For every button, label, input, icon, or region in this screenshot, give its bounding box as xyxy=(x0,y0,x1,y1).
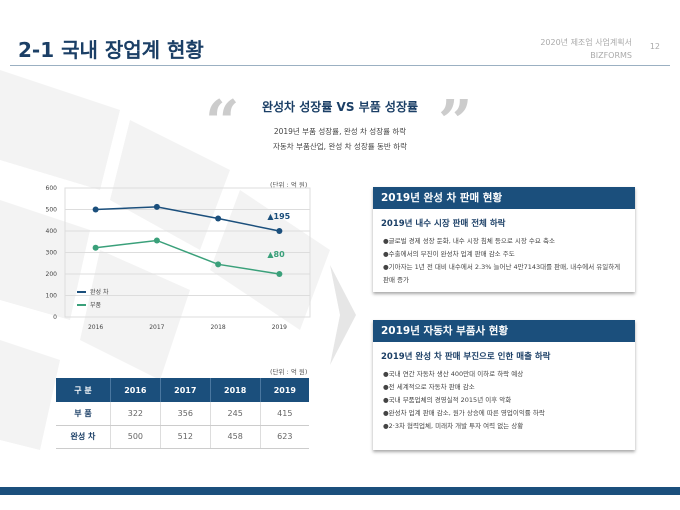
y-tick-label: 500 xyxy=(46,207,58,214)
bullet-item: ●수출에서의 부진이 완성차 업계 판매 감소 주도 xyxy=(383,250,515,258)
data-point xyxy=(276,228,283,234)
y-tick-label: 100 xyxy=(46,293,58,300)
change-annotation: ▲80 xyxy=(267,250,285,259)
table-cell: 512 xyxy=(159,425,211,449)
x-tick-label: 2018 xyxy=(210,324,225,331)
y-tick-label: 200 xyxy=(46,271,58,278)
open-quote-icon: “ xyxy=(205,88,240,158)
parts-status-box: 2019년 자동차 부품사 현황 2019년 완성 차 판매 부진으로 인한 매… xyxy=(373,320,635,450)
table-header-row: 구 분 2016 2017 2018 2019 xyxy=(56,378,309,402)
x-tick-label: 2019 xyxy=(272,324,287,331)
row-header: 완성 차 xyxy=(56,425,111,449)
data-table: 구 분 2016 2017 2018 2019 부 품 322 356 245 415 완성 차… xyxy=(56,378,309,449)
data-point xyxy=(215,215,222,222)
box-title: 2019년 자동차 부품사 현황 xyxy=(373,320,635,342)
section-heading: 완성차 성장률 VS 부품 성장률 xyxy=(261,100,419,114)
bullet-item: ●국내 연간 자동차 생산 400만대 이하로 하락 예상 xyxy=(383,370,524,378)
row-header: 부 품 xyxy=(56,402,111,426)
page-number: 12 xyxy=(649,42,660,51)
table-cell: 356 xyxy=(159,402,211,426)
close-quote-icon: ” xyxy=(438,88,473,158)
box-title: 2019년 완성 차 판매 현황 xyxy=(373,187,635,209)
table-cell: 500 xyxy=(109,425,161,449)
document-info: 2020년 제조업 사업계획서 BIZFORMS xyxy=(540,36,632,62)
intro-line: 자동차 부품산업, 완성 차 성장률 동반 하락 xyxy=(273,142,407,151)
legend-label: 완성 차 xyxy=(90,288,109,296)
y-tick-label: 400 xyxy=(46,228,58,235)
legend-label: 부품 xyxy=(90,302,102,309)
bullet-item: ●2·3차 협력업체, 미래차 개발 투자 여력 없는 상황 xyxy=(383,422,524,430)
data-point xyxy=(92,206,99,213)
box-subtitle: 2019년 내수 시장 판매 전체 하락 xyxy=(381,219,506,229)
sales-status-box: 2019년 완성 차 판매 현황 2019년 내수 시장 판매 전체 하락 ●글… xyxy=(373,187,635,292)
table-row: 완성 차 500 512 458 623 xyxy=(56,425,309,449)
table-cell: 623 xyxy=(259,425,309,449)
data-point xyxy=(276,271,283,277)
series-line xyxy=(95,206,280,232)
chevron-right-icon xyxy=(330,265,356,365)
box-subtitle: 2019년 완성 차 판매 부진으로 인한 매출 하락 xyxy=(381,352,551,362)
data-point xyxy=(153,203,160,210)
brand: BIZFORMS xyxy=(590,51,632,60)
line-chart: 0 100 200 300 400 500 600 2016 2017 2018 2019 완성 차 ▲… xyxy=(46,185,311,331)
header-divider xyxy=(10,65,670,66)
chart-unit: (단위 : 억 원) xyxy=(270,181,308,189)
table-header: 2017 xyxy=(159,378,211,402)
footer-bar xyxy=(0,487,680,495)
table-unit: (단위 : 억 원) xyxy=(270,368,308,376)
bullet-item: ●기아자는 1년 전 대비 내수에서 2.3% 늘어난 4만7143대를 판매,… xyxy=(383,263,621,284)
table-header: 구 분 xyxy=(56,378,111,402)
y-tick-label: 300 xyxy=(46,250,58,257)
table-cell: 458 xyxy=(209,425,261,449)
data-point xyxy=(153,237,160,244)
change-annotation: ▲195 xyxy=(267,212,290,221)
table-cell: 245 xyxy=(209,402,261,426)
data-point xyxy=(215,261,222,268)
x-tick-label: 2017 xyxy=(149,324,164,331)
bullet-item: ●전 세계적으로 자동차 판매 감소 xyxy=(383,383,475,391)
data-point xyxy=(92,244,99,251)
document-name: 2020년 제조업 사업계획서 xyxy=(540,38,632,47)
y-tick-label: 600 xyxy=(46,185,58,192)
bullet-item: ●완성차 업계 판매 감소, 원가 상승에 따른 영업이익률 하락 xyxy=(383,409,545,417)
intro-line: 2019년 부품 성장률, 완성 차 성장률 하락 xyxy=(273,127,407,136)
table-cell: 415 xyxy=(259,402,309,426)
y-tick-label: 0 xyxy=(53,314,57,321)
table-cell: 322 xyxy=(109,402,161,426)
bullet-item: ●글로벌 경제 성장 둔화, 내수 시장 침체 등으로 시장 수요 축소 xyxy=(383,237,555,245)
table-header: 2016 xyxy=(109,378,161,402)
page-title: 2-1 국내 장업계 현황 xyxy=(18,38,204,62)
bullet-item: ●국내 부품업체의 경영실적 2015년 이후 악화 xyxy=(383,396,512,404)
table-row: 부 품 322 356 245 415 xyxy=(56,402,309,426)
table-header: 2019 xyxy=(259,378,309,402)
series-line xyxy=(95,239,280,275)
x-tick-label: 2016 xyxy=(88,324,103,331)
table-header: 2018 xyxy=(209,378,261,402)
